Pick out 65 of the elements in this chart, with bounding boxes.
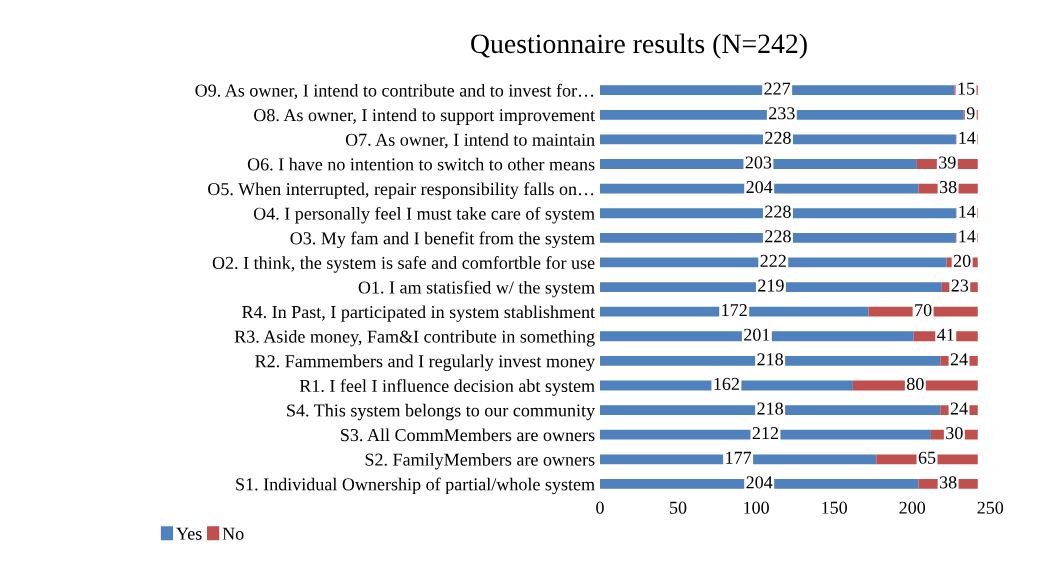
y-tick-label: S3. All CommMembers are owners <box>341 428 595 442</box>
y-tick-label: S1. Individual Ownership of partial/whole system <box>236 477 595 495</box>
y-tick-label: O5. When interrupted, repair responsibility falls on… <box>208 182 594 199</box>
bar <box>599 355 941 366</box>
data-label: 80 <box>906 377 924 391</box>
data-label: 15 <box>958 82 975 95</box>
data-label: 204 <box>746 476 773 489</box>
bar <box>599 183 919 194</box>
x-tick-label: 50 <box>670 501 687 514</box>
data-label: 14 <box>959 205 976 218</box>
data-label: 38 <box>939 180 957 194</box>
y-tick-label: R1. I feel I influence decision abt system <box>299 379 595 396</box>
y-tick-label: O2. I think, the system is safe and comfortble for use <box>212 256 595 273</box>
y-tick-label: O3. My fam and I benefit from the system <box>290 231 595 249</box>
y-tick-label: O1. I am statisfied w/ the system <box>358 280 595 298</box>
y-tick-label: O4. I personally feel I must take care of system <box>253 206 595 224</box>
data-label: 70 <box>915 304 932 317</box>
data-label: 228 <box>765 205 791 218</box>
y-tick-label: O7. As owner, I intend to maintain <box>345 133 595 149</box>
bar <box>599 429 931 440</box>
data-label: 201 <box>744 328 770 341</box>
data-label: 24 <box>950 353 968 366</box>
y-tick-label: O9. As owner, I intend to contribute and to invest for… <box>195 83 594 100</box>
x-tick-label: 200 <box>899 501 926 514</box>
data-label: 222 <box>760 254 786 267</box>
data-label: 162 <box>714 377 739 391</box>
data-label: 203 <box>745 156 772 169</box>
y-tick-label: R2. Fammembers and I regularly invest money <box>255 354 596 372</box>
y-tick-label: R3. Aside money, Fam&I contribute in something <box>234 330 595 347</box>
data-label: 14 <box>959 230 976 243</box>
chart-title: Questionnaire results (N=242) <box>471 33 807 59</box>
data-label: 233 <box>769 107 795 120</box>
data-label: 20 <box>953 254 971 267</box>
data-label: 219 <box>758 279 784 292</box>
y-tick-label: S4. This system belongs to our community <box>287 403 596 421</box>
data-label: 14 <box>959 131 976 144</box>
legend-label: Yes <box>176 527 202 540</box>
data-label: 39 <box>939 156 956 169</box>
data-label: 65 <box>918 451 936 464</box>
y-tick-label: S2. FamilyMembers are owners <box>365 453 595 470</box>
data-label: 204 <box>746 180 773 194</box>
data-label: 228 <box>765 230 791 243</box>
bar <box>599 478 919 489</box>
data-label: 218 <box>757 402 783 415</box>
data-label: 227 <box>764 82 791 95</box>
x-tick-label: 250 <box>977 501 1004 514</box>
y-tick-label: O8. As owner, I intend to support improvement <box>254 108 595 125</box>
y-tick-label: R4. In Past, I participated in system stablishment <box>242 305 595 322</box>
data-label: 177 <box>726 451 752 464</box>
data-label: 218 <box>757 353 783 366</box>
data-label: 41 <box>937 328 954 341</box>
data-label: 228 <box>765 131 791 144</box>
data-label: 30 <box>946 427 963 440</box>
x-tick-label: 0 <box>596 501 604 514</box>
data-label: 38 <box>939 476 957 489</box>
data-label: 212 <box>752 427 778 440</box>
data-label: 9 <box>966 107 975 120</box>
x-tick-label: 100 <box>744 501 769 514</box>
data-label: 24 <box>950 402 968 415</box>
x-tick-label: 150 <box>822 501 847 514</box>
data-label: 23 <box>951 279 969 292</box>
y-tick-label: O6. I have no intention to switch to other means <box>247 157 595 171</box>
bar <box>599 306 869 317</box>
data-label: 172 <box>722 304 747 317</box>
legend-label: No <box>222 527 244 540</box>
